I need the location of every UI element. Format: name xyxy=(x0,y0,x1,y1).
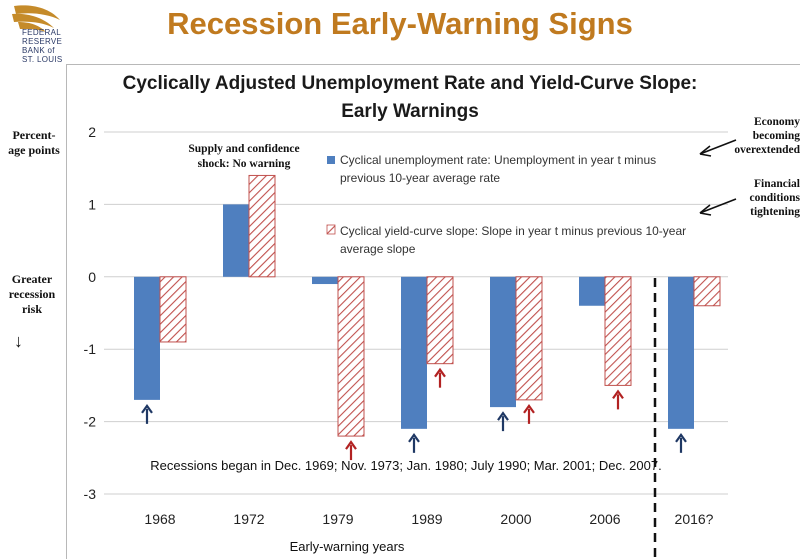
pointer-arrow-icon xyxy=(700,140,736,154)
legend-label-unemployment: Cyclical unemployment rate: Unemployment… xyxy=(340,153,659,185)
y-tick-label: -2 xyxy=(84,414,97,430)
x-axis-label: Early-warning years xyxy=(290,539,405,554)
x-category-label: 2006 xyxy=(589,511,620,527)
y-tick-label: 1 xyxy=(88,196,96,212)
bar-yieldcurve xyxy=(160,277,186,342)
warning-arrow-icon xyxy=(676,435,686,453)
bar-unemployment xyxy=(401,277,427,429)
x-category-label: 2000 xyxy=(500,511,531,527)
y-tick-label: -1 xyxy=(84,341,97,357)
x-category-label: 1989 xyxy=(411,511,442,527)
legend-swatch-yieldcurve xyxy=(327,225,335,234)
bar-unemployment xyxy=(312,277,338,284)
bar-unemployment xyxy=(668,277,694,429)
pointer-arrow-icon xyxy=(700,199,736,213)
y-tick-label: -3 xyxy=(84,486,97,502)
bar-unemployment xyxy=(490,277,516,407)
warning-arrow-icon xyxy=(613,391,623,409)
bar-yieldcurve xyxy=(694,277,720,306)
bar-yieldcurve xyxy=(427,277,453,364)
legend-label-yieldcurve: Cyclical yield-curve slope: Slope in yea… xyxy=(340,224,689,256)
x-category-label: 2016? xyxy=(675,511,714,527)
bar-unemployment xyxy=(134,277,160,400)
bar-unemployment xyxy=(223,204,249,276)
x-category-label: 1972 xyxy=(233,511,264,527)
bar-yieldcurve xyxy=(338,277,364,436)
recession-dates-annotation: Recessions began in Dec. 1969; Nov. 1973… xyxy=(150,458,661,473)
warning-arrow-icon xyxy=(435,370,445,388)
y-tick-label: 0 xyxy=(88,269,96,285)
bar-yieldcurve xyxy=(249,175,275,276)
warning-arrow-icon xyxy=(498,413,508,431)
bar-yieldcurve xyxy=(516,277,542,400)
legend-swatch-unemployment xyxy=(327,156,335,164)
x-category-label: 1968 xyxy=(144,511,175,527)
warning-arrow-icon xyxy=(409,435,419,453)
y-tick-label: 2 xyxy=(88,124,96,140)
bar-unemployment xyxy=(579,277,605,306)
bar-yieldcurve xyxy=(605,277,631,386)
x-category-label: 1979 xyxy=(322,511,353,527)
